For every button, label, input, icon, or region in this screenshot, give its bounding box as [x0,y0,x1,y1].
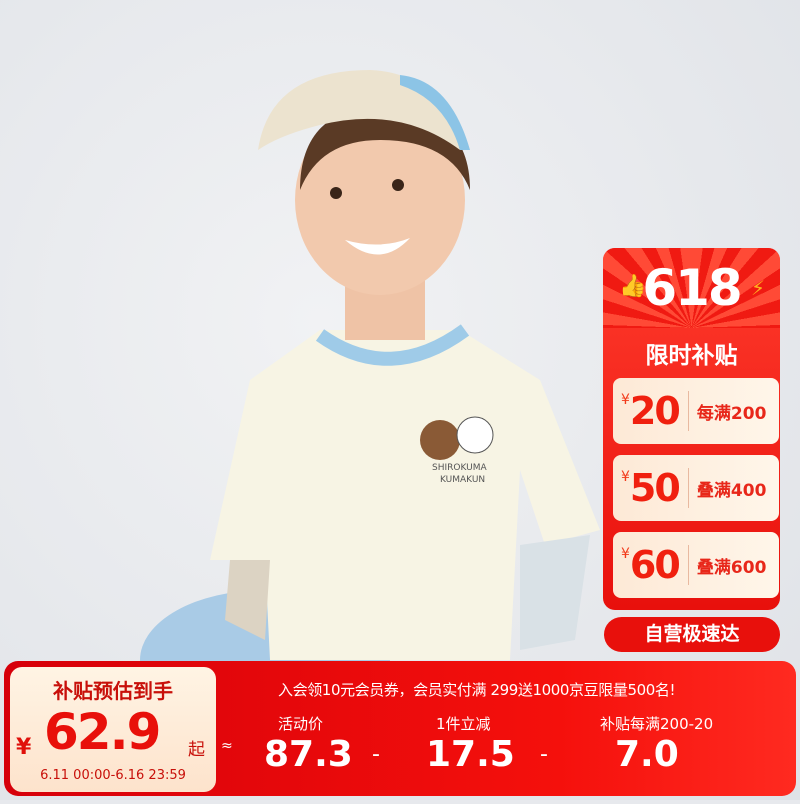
coupon-60[interactable]: ¥ 60 叠满600 [613,532,779,598]
coupon-currency: ¥ [621,546,630,562]
coupon-20[interactable]: ¥ 20 每满200 [613,378,779,444]
panel-title: 限时补贴 [645,343,738,369]
subsidy-value: 7.0 [615,734,679,775]
thumbs-up-icon: 👍 [619,274,647,299]
coupon-50[interactable]: ¥ 50 叠满400 [613,455,779,521]
minus-sign: - [372,742,380,767]
coupon-condition: 每满200 [696,403,767,424]
activity-price-label: 活动价 [278,715,324,733]
shirt-print-line1: SHIROKUMA [432,463,487,473]
event-number: 618 [642,259,742,317]
shirt-print-line2: KUMAKUN [440,475,485,485]
delivery-badge: 自营极速达 [604,617,780,652]
coupon-value: 50 [629,466,681,510]
coupon-value: 20 [629,389,681,433]
minus-sign: - [540,742,548,767]
instant-discount-value: 17.5 [426,734,515,775]
divider [687,545,689,585]
coupon-condition: 叠满600 [696,557,767,578]
coupon-currency: ¥ [621,392,630,408]
coupon-value: 60 [629,543,681,587]
estimated-price-card: 补贴预估到手 ¥ 62.9 起 6.11 00:00-6.16 23:59 [10,667,216,792]
price-suffix: 起 [188,740,205,760]
divider [687,391,689,431]
event-header: 618 [603,248,780,328]
lightning-icon: ⚡ [751,276,766,300]
coupon-condition: 叠满400 [696,480,767,501]
subsidy-label: 补贴每满200-20 [600,715,714,733]
activity-price-value: 87.3 [264,734,353,775]
coupon-currency: ¥ [621,469,630,485]
divider [687,468,689,508]
subsidy-panel: 618 👍 ⚡ 限时补贴 ¥ 20 每满200 ¥ 50 叠满400 ¥ 60 … [603,248,780,610]
estimate-label: 补贴预估到手 [53,679,173,703]
estimated-price: 62.9 [44,703,161,761]
membership-notice: 入会领10元会员券，会员实付满 299送1000京豆限量500名! [278,681,676,699]
approx-sign: ≈ [221,738,233,754]
promo-period: 6.11 00:00-6.16 23:59 [40,768,186,783]
instant-discount-label: 1件立减 [436,715,491,733]
price-currency: ¥ [16,735,32,760]
